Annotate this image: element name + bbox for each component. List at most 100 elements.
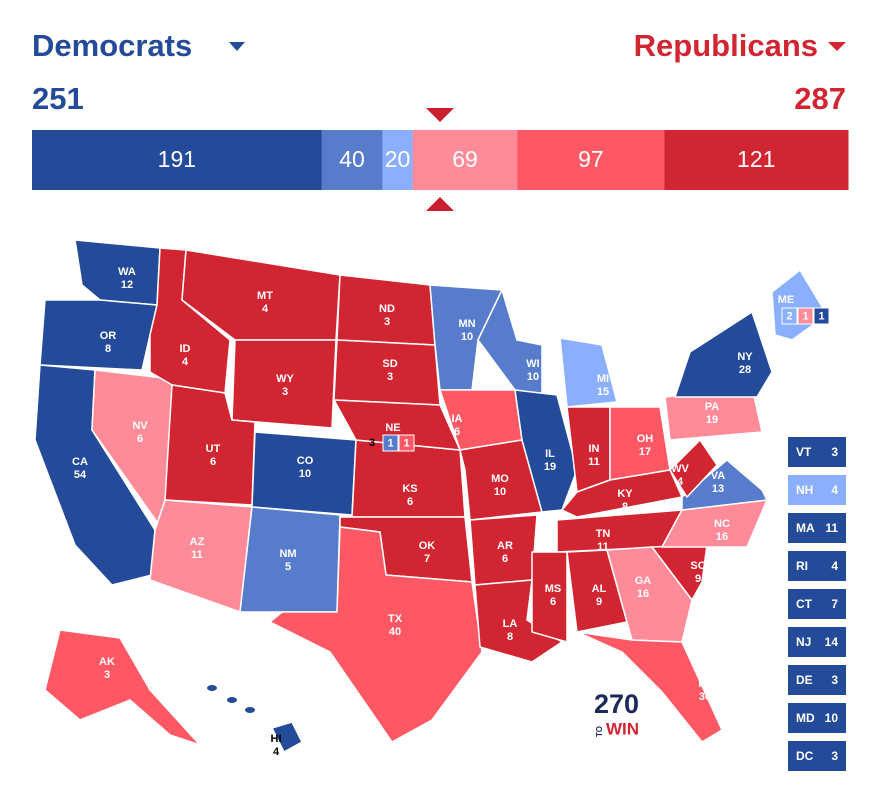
state-ev: 4 [273, 746, 280, 758]
state-shape[interactable] [674, 311, 773, 398]
small-state-ev: 7 [831, 597, 838, 611]
small-state-box[interactable] [788, 437, 846, 467]
state-abbr: AR [497, 540, 513, 552]
state-ev: 19 [544, 461, 556, 473]
small-state-box[interactable] [788, 665, 846, 695]
state-ev: 40 [389, 626, 401, 638]
state-abbr: KY [617, 488, 633, 500]
state-abbr: KS [402, 483, 417, 495]
dem-dropdown[interactable] [229, 42, 245, 51]
small-state-abbr: VT [796, 445, 812, 459]
small-state-abbr: MA [796, 521, 815, 535]
state-abbr: UT [206, 443, 221, 455]
district-box[interactable] [797, 307, 814, 325]
small-state-ev: 11 [825, 521, 838, 535]
state-abbr: MO [491, 473, 509, 485]
small-state-box[interactable] [788, 703, 846, 733]
state-shape[interactable] [606, 546, 693, 643]
state-shape[interactable] [44, 629, 201, 746]
small-state-ev: 3 [831, 673, 838, 687]
state-abbr: ND [379, 303, 395, 315]
small-state-box[interactable] [788, 551, 846, 581]
bar-label: 69 [452, 146, 478, 172]
state-ev: 7 [424, 553, 430, 565]
small-state-abbr: MD [796, 711, 815, 725]
district-box[interactable] [813, 307, 830, 325]
dem-total: 251 [32, 81, 84, 116]
state-abbr: GA [635, 575, 652, 587]
bar-label: 121 [737, 146, 775, 172]
state-ev: 3 [384, 316, 390, 328]
small-state-box[interactable] [788, 475, 846, 505]
small-state-ev: 4 [831, 559, 838, 573]
state-ev: 12 [121, 279, 133, 291]
state-shape[interactable] [231, 339, 337, 429]
state-shape[interactable] [669, 439, 718, 498]
state-ev: 6 [550, 596, 556, 608]
district-ev: 1 [802, 310, 808, 322]
island [245, 707, 255, 713]
state-abbr: VA [711, 470, 726, 482]
district-ev: 1 [387, 437, 393, 449]
small-state-box[interactable] [788, 741, 846, 771]
state-ev: 4 [182, 356, 189, 368]
district-box[interactable] [781, 307, 798, 325]
state-abbr: OH [637, 433, 654, 445]
rep-total: 287 [794, 81, 846, 116]
state-abbr: LA [503, 618, 518, 630]
state-shape[interactable] [39, 299, 158, 371]
state-shape[interactable] [271, 721, 303, 753]
state-shape[interactable] [531, 551, 568, 643]
state-shape[interactable] [269, 526, 483, 743]
state-abbr: MI [597, 373, 609, 385]
small-state-box[interactable] [788, 627, 846, 657]
state-abbr: NV [132, 420, 148, 432]
rep-label: Republicans [634, 28, 818, 63]
district-box[interactable] [398, 434, 415, 452]
state-ev: 6 [210, 456, 216, 468]
state-ev: 9 [695, 573, 701, 585]
state-shape[interactable] [149, 499, 253, 613]
state-ev: 8 [507, 631, 513, 643]
small-state-box[interactable] [788, 513, 846, 543]
state-shape[interactable] [459, 439, 543, 521]
bar-segment [32, 130, 323, 190]
state-shape[interactable] [559, 337, 618, 408]
state-abbr: AZ [190, 536, 205, 548]
state-ev: 8 [105, 343, 111, 355]
state-abbr: AL [592, 583, 607, 595]
majority-marker-top [426, 108, 454, 122]
state-shape[interactable] [333, 399, 461, 451]
state-abbr: HI [271, 733, 282, 745]
state-ev: 11 [191, 549, 203, 561]
small-state-box[interactable] [788, 589, 846, 619]
state-ev: 10 [299, 468, 311, 480]
state-ev: 15 [597, 386, 609, 398]
state-shape[interactable] [681, 459, 768, 511]
state-abbr: WA [118, 266, 136, 278]
small-state-abbr: DC [796, 749, 814, 763]
state-ev: 17 [639, 446, 651, 458]
state-ev: 5 [285, 561, 291, 573]
rep-dropdown[interactable] [828, 42, 846, 51]
bar-label: 191 [158, 146, 196, 172]
district-box[interactable] [382, 434, 399, 452]
state-abbr: SC [690, 560, 705, 572]
island [227, 697, 237, 703]
state-ev: 6 [407, 496, 413, 508]
state-ev: 6 [454, 426, 460, 438]
state-ev: 6 [502, 553, 508, 565]
majority-marker-bottom [426, 197, 454, 211]
state-ev: 11 [597, 541, 609, 553]
state-shape[interactable] [576, 631, 723, 743]
district-ev: 2 [786, 310, 792, 322]
bar-label: 97 [578, 146, 604, 172]
bar-segment [382, 130, 414, 190]
small-state-abbr: RI [796, 559, 808, 573]
state-ev: 28 [739, 364, 751, 376]
state-ev: 3 [104, 669, 110, 681]
state-abbr: WY [276, 373, 294, 385]
bar-segment [517, 130, 665, 190]
state-abbr: CO [297, 455, 314, 467]
